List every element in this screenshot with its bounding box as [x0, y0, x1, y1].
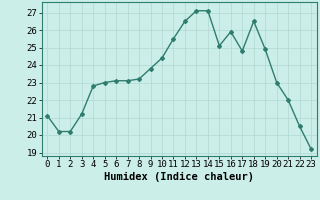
X-axis label: Humidex (Indice chaleur): Humidex (Indice chaleur) [104, 172, 254, 182]
